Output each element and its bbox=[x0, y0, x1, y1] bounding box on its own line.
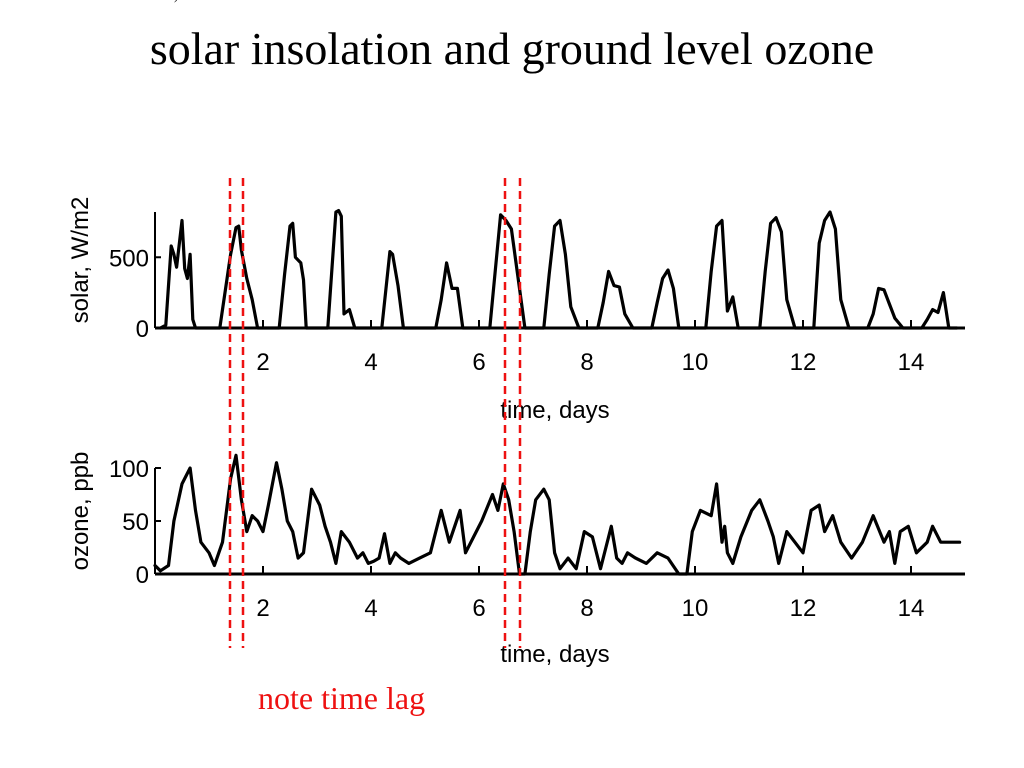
x-tick-label: 6 bbox=[472, 595, 485, 622]
x-tick-label: 4 bbox=[364, 595, 377, 622]
x-tick-label: 14 bbox=[898, 595, 925, 622]
y-axis-title: ozone, ppb bbox=[67, 452, 94, 571]
x-axis-title: time, days bbox=[500, 641, 609, 668]
y-tick-label: 0 bbox=[136, 562, 149, 589]
x-tick-label: 6 bbox=[472, 349, 485, 376]
y-axis-title: solar, W/m2 bbox=[67, 197, 94, 324]
x-axis-title: time, days bbox=[500, 397, 609, 424]
time-lag-markers bbox=[228, 178, 522, 648]
x-tick-label: 8 bbox=[580, 595, 593, 622]
x-tick-label: 2 bbox=[256, 595, 269, 622]
slide-title: solar insolation and ground level ozone bbox=[149, 23, 875, 74]
x-tick-label: 12 bbox=[790, 595, 817, 622]
x-tick-label: 4 bbox=[364, 349, 377, 376]
x-tick-label: 12 bbox=[790, 349, 817, 376]
x-tick-label: 2 bbox=[256, 349, 269, 376]
x-tick-label: 14 bbox=[898, 349, 925, 376]
time-lag-note: note time lag bbox=[258, 680, 426, 716]
x-tick-label: 10 bbox=[682, 595, 709, 622]
y-tick-label: 100 bbox=[109, 456, 149, 483]
x-tick-label: 8 bbox=[580, 349, 593, 376]
data-series-line bbox=[153, 453, 962, 576]
solar-panel: 2 4 6 8 10 12 14 0 500 time, days solar, W/m2 bbox=[67, 197, 965, 424]
y-tick-label: 50 bbox=[122, 509, 149, 536]
x-tick-label: 10 bbox=[682, 349, 709, 376]
y-tick-label: 500 bbox=[109, 245, 149, 272]
y-tick-label: 0 bbox=[136, 316, 149, 343]
data-series-line bbox=[158, 209, 959, 330]
panel-label: B) bbox=[166, 0, 178, 3]
